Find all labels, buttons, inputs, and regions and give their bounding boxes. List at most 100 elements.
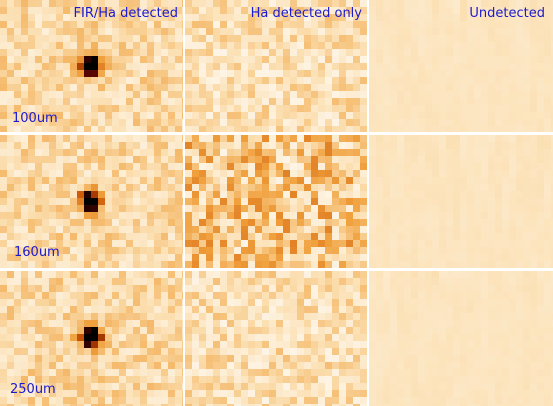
pixel: [467, 397, 474, 404]
pixel: [509, 70, 516, 77]
pixel: [488, 247, 495, 254]
pixel: [311, 205, 318, 212]
pixel: [339, 112, 346, 119]
pixel: [537, 149, 544, 156]
pixel: [509, 383, 516, 390]
pixel: [360, 247, 367, 254]
pixel: [290, 397, 297, 404]
pixel: [283, 212, 290, 219]
pixel: [269, 240, 276, 247]
pixel: [418, 313, 425, 320]
pixel: [439, 91, 446, 98]
pixel: [502, 226, 509, 233]
pixel: [488, 219, 495, 226]
pixel: [14, 261, 21, 268]
pixel: [49, 219, 56, 226]
pixel: [397, 42, 404, 49]
pixel: [369, 119, 376, 126]
pixel: [460, 233, 467, 240]
pixel: [376, 91, 383, 98]
pixel: [481, 292, 488, 299]
pixel: [98, 135, 105, 142]
pixel: [439, 177, 446, 184]
pixel: [318, 77, 325, 84]
pixel: [175, 278, 182, 285]
pixel: [418, 91, 425, 98]
pixel: [325, 70, 332, 77]
pixel: [346, 383, 353, 390]
pixel: [175, 126, 182, 132]
pixel: [168, 240, 175, 247]
pixel: [7, 320, 14, 327]
pixel: [255, 142, 262, 149]
pixel: [213, 292, 220, 299]
pixel: [133, 91, 140, 98]
pixel: [474, 21, 481, 28]
pixel: [262, 14, 269, 21]
pixel: [49, 191, 56, 198]
pixel: [383, 383, 390, 390]
pixel: [353, 177, 360, 184]
pixel: [376, 184, 383, 191]
pixel: [91, 233, 98, 240]
pixel: [304, 0, 311, 7]
pixel: [432, 105, 439, 112]
pixel: [248, 191, 255, 198]
pixel: [192, 198, 199, 205]
pixel: [290, 320, 297, 327]
pixel: [227, 170, 234, 177]
pixel: [495, 334, 502, 341]
pixel: [404, 292, 411, 299]
pixel: [339, 7, 346, 14]
pixel: [418, 327, 425, 334]
pixel: [0, 14, 7, 21]
pixel: [360, 63, 367, 70]
pixel: [105, 28, 112, 35]
pixel: [105, 383, 112, 390]
pixel: [161, 112, 168, 119]
pixel: [453, 334, 460, 341]
pixel: [241, 21, 248, 28]
pixel: [14, 306, 21, 313]
pixel: [418, 299, 425, 306]
pixel: [346, 233, 353, 240]
pixel: [213, 184, 220, 191]
pixel: [530, 21, 537, 28]
pixel: [175, 334, 182, 341]
pixel: [262, 369, 269, 376]
pixel: [297, 21, 304, 28]
pixel: [283, 84, 290, 91]
pixel: [276, 49, 283, 56]
pixel: [311, 126, 318, 132]
pixel: [383, 219, 390, 226]
pixel: [241, 313, 248, 320]
pixel: [28, 198, 35, 205]
pixel: [376, 119, 383, 126]
pixel: [325, 191, 332, 198]
pixel: [206, 306, 213, 313]
pixel: [213, 142, 220, 149]
pixel: [376, 376, 383, 383]
pixel: [140, 191, 147, 198]
pixel: [84, 35, 91, 42]
pixel: [369, 21, 376, 28]
pixel: [269, 156, 276, 163]
pixel: [248, 56, 255, 63]
pixel: [390, 119, 397, 126]
pixel: [105, 77, 112, 84]
pixel: [432, 254, 439, 261]
pixel: [502, 327, 509, 334]
pixel: [467, 355, 474, 362]
pixel: [262, 198, 269, 205]
pixel: [325, 156, 332, 163]
pixel: [283, 292, 290, 299]
pixel: [91, 348, 98, 355]
pixel: [70, 35, 77, 42]
pixel: [168, 70, 175, 77]
pixel: [474, 0, 481, 7]
pixel: [360, 369, 367, 376]
pixel: [318, 191, 325, 198]
pixel: [199, 56, 206, 63]
pixel: [84, 7, 91, 14]
pixel: [318, 0, 325, 7]
